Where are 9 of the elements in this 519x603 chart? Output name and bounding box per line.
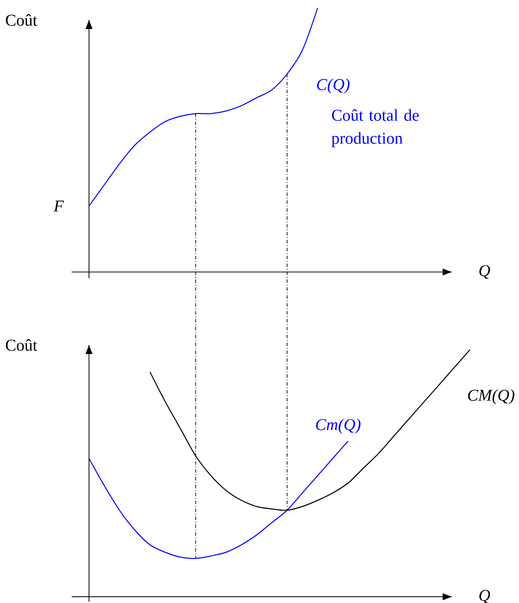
series-label: CM(Q) <box>468 389 514 404</box>
y-axis-title: Coût <box>6 339 38 351</box>
x-axis-title: Q <box>479 590 490 603</box>
series-label: Cm(Q) <box>316 418 360 434</box>
annotation: Coût total de production <box>332 109 419 148</box>
text: F <box>54 200 64 212</box>
x-axis-title: Q <box>479 265 490 279</box>
series-label: C(Q) <box>317 78 350 94</box>
y-axis-title: Coût <box>6 14 38 26</box>
